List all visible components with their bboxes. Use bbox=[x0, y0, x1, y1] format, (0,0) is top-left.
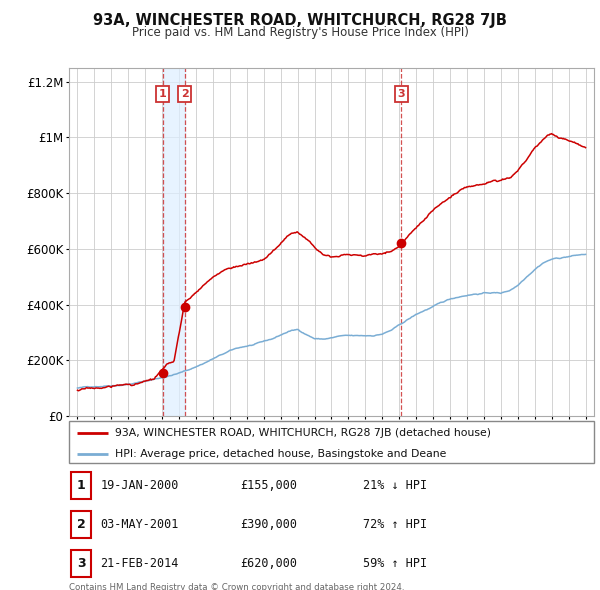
Text: 3: 3 bbox=[77, 557, 85, 570]
Text: 21% ↓ HPI: 21% ↓ HPI bbox=[363, 479, 427, 492]
Bar bbox=[71, 471, 91, 500]
Text: Price paid vs. HM Land Registry's House Price Index (HPI): Price paid vs. HM Land Registry's House … bbox=[131, 26, 469, 39]
Text: 93A, WINCHESTER ROAD, WHITCHURCH, RG28 7JB: 93A, WINCHESTER ROAD, WHITCHURCH, RG28 7… bbox=[93, 13, 507, 28]
Text: 2: 2 bbox=[77, 518, 85, 531]
Text: 72% ↑ HPI: 72% ↑ HPI bbox=[363, 518, 427, 531]
Text: 93A, WINCHESTER ROAD, WHITCHURCH, RG28 7JB (detached house): 93A, WINCHESTER ROAD, WHITCHURCH, RG28 7… bbox=[115, 428, 491, 438]
Text: 03-MAY-2001: 03-MAY-2001 bbox=[100, 518, 179, 531]
Text: £155,000: £155,000 bbox=[240, 479, 297, 492]
Text: 1: 1 bbox=[77, 479, 85, 492]
Text: £390,000: £390,000 bbox=[240, 518, 297, 531]
Text: 19-JAN-2000: 19-JAN-2000 bbox=[100, 479, 179, 492]
Text: 59% ↑ HPI: 59% ↑ HPI bbox=[363, 557, 427, 570]
Text: 21-FEB-2014: 21-FEB-2014 bbox=[100, 557, 179, 570]
Text: Contains HM Land Registry data © Crown copyright and database right 2024.
This d: Contains HM Land Registry data © Crown c… bbox=[69, 583, 404, 590]
Text: 2: 2 bbox=[181, 89, 188, 99]
Text: HPI: Average price, detached house, Basingstoke and Deane: HPI: Average price, detached house, Basi… bbox=[115, 449, 446, 459]
Text: £620,000: £620,000 bbox=[240, 557, 297, 570]
Bar bbox=[71, 549, 91, 578]
Text: 1: 1 bbox=[159, 89, 167, 99]
Bar bbox=[71, 510, 91, 539]
Bar bbox=[163, 68, 185, 416]
Text: 3: 3 bbox=[398, 89, 405, 99]
